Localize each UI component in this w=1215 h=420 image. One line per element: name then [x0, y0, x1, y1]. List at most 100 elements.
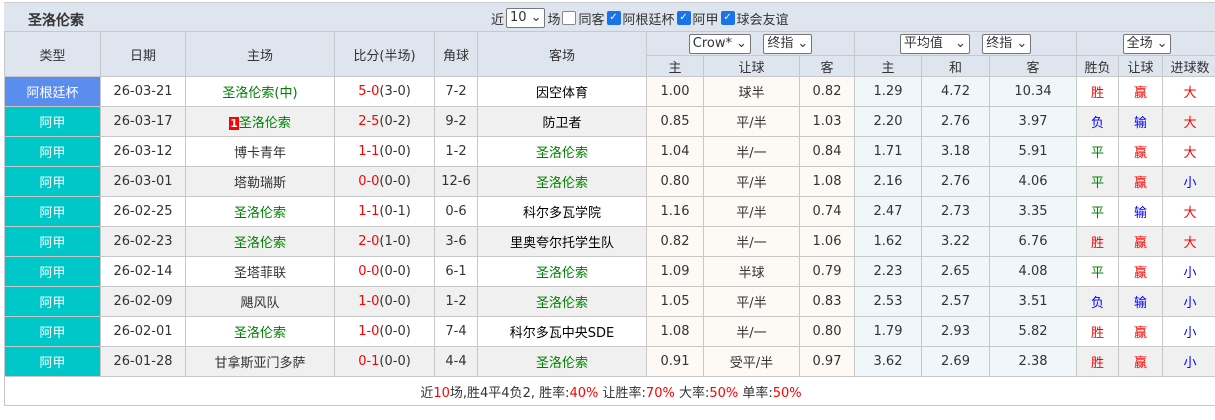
away-team[interactable]: 里奥夸尔托学生队 — [477, 226, 647, 257]
table-row[interactable]: 阿甲 26-02-23 圣洛伦索 2-0(1-0) 3-6 里奥夸尔托学生队 0… — [4, 226, 1215, 257]
subcol: 让球 — [1118, 55, 1164, 77]
away-team[interactable]: 圣洛伦索 — [477, 346, 647, 377]
half-time-score: (0-0) — [379, 264, 411, 279]
odds-home: 0.80 — [646, 166, 704, 197]
chevron-down-icon: ⌄ — [954, 35, 966, 51]
away-team[interactable]: 圣洛伦索 — [477, 136, 647, 167]
home-team-name[interactable]: 甘拿斯亚门多萨 — [214, 356, 306, 371]
home-team-name[interactable]: 飓风队 — [240, 296, 280, 311]
avg-home: 1.29 — [854, 76, 923, 107]
half-time-score: (0-0) — [379, 294, 411, 309]
table-row[interactable]: 阿甲 26-02-01 圣洛伦索 1-0(0-0) 7-4 科尔多瓦中央SDE … — [4, 316, 1215, 347]
full-time-score: 1-0 — [358, 324, 380, 339]
home-team[interactable]: 飓风队 — [185, 286, 335, 317]
match-date: 26-02-25 — [100, 196, 186, 227]
away-team[interactable]: 圣洛伦索 — [477, 256, 647, 287]
half-time-score: (0-0) — [379, 354, 411, 369]
home-team[interactable]: 圣洛伦索 — [185, 196, 335, 227]
col-type: 类型 — [4, 31, 101, 77]
match-type[interactable]: 阿甲 — [4, 346, 101, 377]
odds-away: 0.83 — [798, 286, 856, 317]
result: 负 — [1076, 106, 1120, 137]
match-type[interactable]: 阿甲 — [4, 256, 101, 287]
score: 5-0(3-0) — [334, 76, 435, 107]
home-team-name[interactable]: 圣洛伦索 — [233, 326, 286, 341]
half-time-score: (0-0) — [379, 324, 411, 339]
home-team-name[interactable]: 塔勒瑞斯 — [233, 176, 286, 191]
matches-table: 类型 日期 主场 比分(半场) 角球 客场 Crow* ⌄ 终指 ⌄ 平均值 ⌄ 终… — [3, 31, 1215, 406]
friendly-checkbox[interactable]: ✓ — [720, 11, 735, 25]
handicap-result: 赢 — [1118, 226, 1164, 257]
odds-line: 半/一 — [703, 316, 800, 347]
home-team[interactable]: 博卡青年 — [185, 136, 335, 167]
home-team-name[interactable]: 圣洛伦索 — [233, 236, 286, 251]
away-team[interactable]: 圣洛伦索 — [477, 166, 647, 197]
matches-label: 场 — [547, 12, 561, 28]
recent-matches-panel: 圣洛伦索 近 10 ⌄ 场 同客 ✓ 阿根廷杯 ✓ 阿甲 ✓ 球会友谊 类型 日期 主场… — [3, 2, 1215, 406]
home-team-name[interactable]: 圣塔菲联 — [233, 266, 286, 281]
odds-home: 1.05 — [646, 286, 704, 317]
avg-draw: 3.18 — [921, 136, 991, 167]
handicap-result: 赢 — [1118, 166, 1164, 197]
home-team[interactable]: 1圣洛伦索 — [185, 106, 335, 137]
away-team[interactable]: 因空体育 — [477, 76, 647, 107]
match-type[interactable]: 阿甲 — [4, 196, 101, 227]
home-team-name[interactable]: 圣洛伦索(中) — [222, 86, 298, 101]
match-type[interactable]: 阿甲 — [4, 226, 101, 257]
avg-select[interactable]: 平均值 ⌄ — [899, 33, 970, 54]
match-type[interactable]: 阿甲 — [4, 106, 101, 137]
corners: 7-4 — [434, 316, 478, 347]
table-row[interactable]: 阿甲 26-03-17 1圣洛伦索 2-5(0-2) 9-2 防卫者 0.85 … — [4, 106, 1215, 137]
home-team[interactable]: 甘拿斯亚门多萨 — [185, 346, 335, 377]
away-team[interactable]: 防卫者 — [477, 106, 647, 137]
home-team[interactable]: 塔勒瑞斯 — [185, 166, 335, 197]
away-team[interactable]: 科尔多瓦中央SDE — [477, 316, 647, 347]
odds-kind-select[interactable]: 终指 ⌄ — [763, 33, 813, 54]
full-time-score: 0-0 — [358, 264, 380, 279]
handicap-result: 赢 — [1118, 316, 1164, 347]
odds-away: 1.03 — [798, 106, 856, 137]
away-team[interactable]: 科尔多瓦学院 — [477, 196, 647, 227]
over-under: 大 — [1162, 226, 1215, 257]
home-team[interactable]: 圣洛伦索 — [185, 226, 335, 257]
full-time-score: 1-1 — [358, 144, 380, 159]
match-date: 26-01-28 — [100, 346, 186, 377]
league-checkbox[interactable]: ✓ — [676, 11, 691, 25]
handicap-win-rate: 70% — [645, 385, 675, 401]
home-team[interactable]: 圣塔菲联 — [185, 256, 335, 287]
table-row[interactable]: 阿根廷杯 26-03-21 圣洛伦索(中) 5-0(3-0) 7-2 因空体育 … — [4, 76, 1215, 107]
home-team-name[interactable]: 圣洛伦索 — [238, 116, 291, 131]
win-rate: 40% — [569, 385, 599, 401]
table-row[interactable]: 阿甲 26-03-01 塔勒瑞斯 0-0(0-0) 12-6 圣洛伦索 0.80… — [4, 166, 1215, 197]
table-row[interactable]: 阿甲 26-03-12 博卡青年 1-1(0-0) 1-2 圣洛伦索 1.04 … — [4, 136, 1215, 167]
odds-line: 球半 — [703, 76, 800, 107]
score: 1-0(0-0) — [334, 316, 435, 347]
odds-line: 平/半 — [703, 106, 800, 137]
table-row[interactable]: 阿甲 26-02-09 飓风队 1-0(0-0) 1-2 圣洛伦索 1.05 平… — [4, 286, 1215, 317]
match-type[interactable]: 阿甲 — [4, 166, 101, 197]
avg-draw: 2.57 — [921, 286, 991, 317]
panel-header: 圣洛伦索 近 10 ⌄ 场 同客 ✓ 阿根廷杯 ✓ 阿甲 ✓ 球会友谊 — [4, 3, 1215, 31]
home-team[interactable]: 圣洛伦索(中) — [185, 76, 335, 107]
cup-checkbox[interactable]: ✓ — [606, 11, 621, 25]
period-select[interactable]: 全场 ⌄ — [1122, 33, 1172, 54]
table-row[interactable]: 阿甲 26-01-28 甘拿斯亚门多萨 0-1(0-0) 4-4 圣洛伦索 0.… — [4, 346, 1215, 377]
table-row[interactable]: 阿甲 26-02-25 圣洛伦索 1-1(0-1) 0-6 科尔多瓦学院 1.1… — [4, 196, 1215, 227]
corners: 1-2 — [434, 286, 478, 317]
match-type[interactable]: 阿甲 — [4, 286, 101, 317]
home-team-name[interactable]: 博卡青年 — [233, 146, 286, 161]
match-type[interactable]: 阿甲 — [4, 316, 101, 347]
table-row[interactable]: 阿甲 26-02-14 圣塔菲联 0-0(0-0) 6-1 圣洛伦索 1.09 … — [4, 256, 1215, 287]
match-date: 26-02-01 — [100, 316, 186, 347]
avg-kind-select[interactable]: 终指 ⌄ — [982, 33, 1032, 54]
home-team-name[interactable]: 圣洛伦索 — [233, 206, 286, 221]
odds-away: 1.06 — [798, 226, 856, 257]
company-select[interactable]: Crow* ⌄ — [688, 33, 751, 54]
match-type[interactable]: 阿甲 — [4, 136, 101, 167]
away-team[interactable]: 圣洛伦索 — [477, 286, 647, 317]
match-count-select[interactable]: 10 ⌄ — [506, 8, 546, 28]
avg-home: 2.47 — [854, 196, 923, 227]
match-type[interactable]: 阿根廷杯 — [4, 76, 101, 107]
home-team[interactable]: 圣洛伦索 — [185, 316, 335, 347]
same-host-checkbox[interactable] — [562, 11, 577, 25]
